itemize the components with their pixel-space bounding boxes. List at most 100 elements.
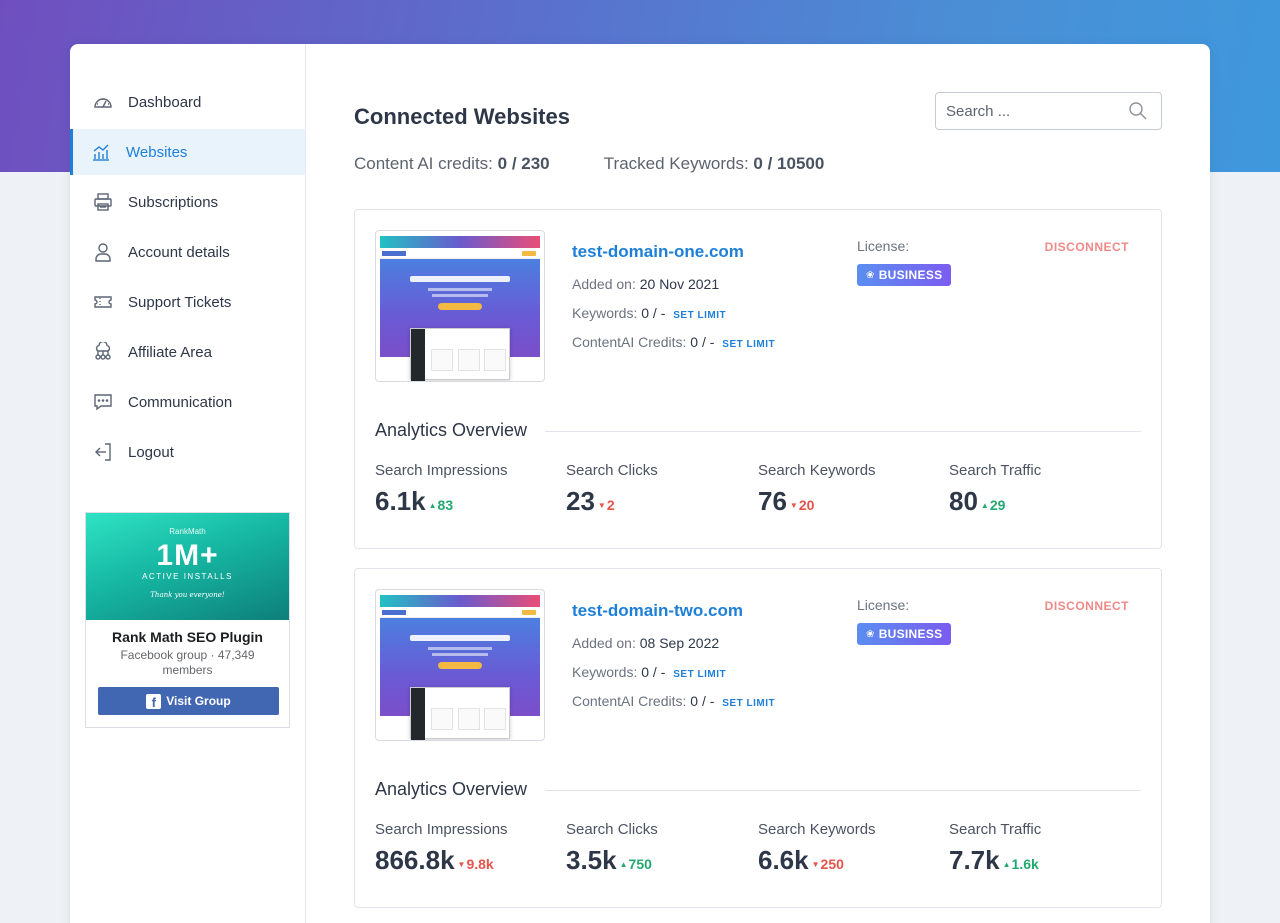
analytics-overview-title: Analytics Overview (375, 420, 528, 440)
arrow-up-icon: ▲ (1002, 860, 1011, 869)
metric-search-clicks: Search Clicks 3.5k ▲750 (566, 821, 658, 875)
sidebar-item-logout[interactable]: Logout (70, 429, 305, 475)
sidebar-item-websites[interactable]: Websites (70, 129, 305, 175)
arrow-down-icon: ▼ (597, 501, 606, 510)
promo-thanks: Thank you everyone! (150, 591, 225, 599)
analytics-overview-title: Analytics Overview (375, 779, 528, 799)
promo-headline: 1M+ (156, 539, 219, 572)
metric-change-up: ▲83 (428, 497, 454, 513)
sidebar-item-label: Account details (128, 243, 230, 261)
keywords-value: 0 / - (641, 305, 666, 321)
arrow-up-icon: ▲ (619, 860, 628, 869)
website-thumbnail (375, 589, 545, 741)
metric-change-up: ▲750 (619, 856, 652, 872)
metric-change-down: ▼2 (597, 497, 615, 513)
metric-search-traffic: Search Traffic 7.7k ▲1.6k (949, 821, 1042, 875)
visit-group-label: Visit Group (166, 694, 231, 708)
promo-subheadline: ACTIVE INSTALLS (142, 572, 233, 581)
facebook-group-promo: RankMath 1M+ ACTIVE INSTALLS Thank you e… (85, 512, 290, 728)
content-ai-limit: ContentAI Credits: 0 / - SET LIMIT (572, 334, 776, 350)
divider (545, 790, 1141, 791)
sidebar-item-label: Websites (126, 143, 188, 161)
metric-search-impressions: Search Impressions 866.8k ▼9.8k (375, 821, 508, 875)
disconnect-button[interactable]: DISCONNECT (1044, 599, 1129, 613)
logout-icon (92, 441, 114, 463)
added-on-value: 08 Sep 2022 (639, 635, 720, 651)
content-ai-credits-label: Content AI credits: (354, 154, 493, 173)
license-label: License: (857, 597, 910, 613)
crown-icon: ❀ (866, 269, 875, 281)
tracked-keywords-label: Tracked Keywords: (603, 154, 749, 173)
sidebar-item-label: Affiliate Area (128, 343, 212, 361)
sidebar-item-subscriptions[interactable]: Subscriptions (70, 179, 305, 225)
bar-chart-icon (90, 141, 112, 163)
website-card: test-domain-one.com Added on: 20 Nov 202… (354, 209, 1162, 549)
metric-change-up: ▲1.6k (1002, 856, 1039, 872)
license-badge: ❀ BUSINESS (857, 264, 952, 286)
printer-icon (92, 191, 114, 213)
sidebar-item-dashboard[interactable]: Dashboard (70, 79, 305, 125)
metric-change-up: ▲29 (980, 497, 1006, 513)
sidebar: Dashboard Websites Subscriptions Account… (70, 44, 306, 923)
metric-search-keywords: Search Keywords 76 ▼20 (758, 462, 876, 516)
set-keyword-limit-button[interactable]: SET LIMIT (673, 669, 727, 680)
sidebar-item-support-tickets[interactable]: Support Tickets (70, 279, 305, 325)
metric-search-clicks: Search Clicks 23 ▼2 (566, 462, 658, 516)
disconnect-button[interactable]: DISCONNECT (1044, 240, 1129, 254)
tracked-keywords-value: 0 / 10500 (753, 154, 825, 173)
page-title: Connected Websites (354, 104, 570, 129)
sidebar-item-affiliate-area[interactable]: Affiliate Area (70, 329, 305, 375)
added-on: Added on: 20 Nov 2021 (572, 276, 720, 292)
license-label: License: (857, 238, 910, 254)
search-icon[interactable] (1127, 100, 1149, 122)
promo-brand: RankMath (169, 527, 206, 536)
sidebar-item-label: Subscriptions (128, 193, 219, 211)
license-badge: ❀ BUSINESS (857, 623, 952, 645)
set-keyword-limit-button[interactable]: SET LIMIT (673, 310, 727, 321)
arrow-down-icon: ▼ (789, 501, 798, 510)
set-content-ai-limit-button[interactable]: SET LIMIT (722, 339, 776, 350)
keywords-limit: Keywords: 0 / - SET LIMIT (572, 664, 727, 680)
sidebar-item-label: Logout (128, 443, 174, 461)
search-input[interactable] (936, 102, 1121, 120)
arrow-down-icon: ▼ (811, 860, 820, 869)
metric-change-down: ▼9.8k (457, 856, 494, 872)
promo-meta: Facebook group · 47,349 members (120, 648, 255, 677)
chat-icon (92, 391, 114, 413)
sidebar-item-account-details[interactable]: Account details (70, 229, 305, 275)
divider (545, 431, 1141, 432)
metric-search-keywords: Search Keywords 6.6k ▼250 (758, 821, 876, 875)
ticket-icon (92, 291, 114, 313)
content-ai-value: 0 / - (690, 334, 715, 350)
gauge-icon (92, 91, 114, 113)
sidebar-item-label: Communication (128, 393, 233, 411)
credits-summary: Content AI credits: 0 / 230 Tracked Keyw… (354, 154, 824, 174)
website-domain-link[interactable]: test-domain-two.com (572, 601, 743, 620)
sidebar-item-label: Support Tickets (128, 293, 232, 311)
website-thumbnail (375, 230, 545, 382)
arrow-down-icon: ▼ (457, 860, 466, 869)
content-ai-limit: ContentAI Credits: 0 / - SET LIMIT (572, 693, 776, 709)
sidebar-nav: Dashboard Websites Subscriptions Account… (70, 79, 305, 479)
added-on: Added on: 08 Sep 2022 (572, 635, 720, 651)
metric-change-down: ▼250 (811, 856, 844, 872)
arrow-up-icon: ▲ (980, 501, 989, 510)
website-card: test-domain-two.com Added on: 08 Sep 202… (354, 568, 1162, 908)
keywords-value: 0 / - (641, 664, 666, 680)
promo-banner: RankMath 1M+ ACTIVE INSTALLS Thank you e… (86, 513, 289, 620)
set-content-ai-limit-button[interactable]: SET LIMIT (722, 698, 776, 709)
content-ai-value: 0 / - (690, 693, 715, 709)
metric-search-traffic: Search Traffic 80 ▲29 (949, 462, 1042, 516)
visit-group-button[interactable]: f Visit Group (98, 687, 279, 715)
promo-title: Rank Math SEO Plugin (112, 629, 263, 645)
keywords-limit: Keywords: 0 / - SET LIMIT (572, 305, 727, 321)
content-ai-credits-value: 0 / 230 (497, 154, 550, 173)
metric-search-impressions: Search Impressions 6.1k ▲83 (375, 462, 508, 516)
sidebar-item-communication[interactable]: Communication (70, 379, 305, 425)
arrow-up-icon: ▲ (428, 501, 437, 510)
app-card: Dashboard Websites Subscriptions Account… (70, 44, 1210, 923)
sidebar-item-label: Dashboard (128, 93, 202, 111)
website-domain-link[interactable]: test-domain-one.com (572, 242, 744, 261)
network-icon (92, 341, 114, 363)
search-box (935, 92, 1162, 130)
